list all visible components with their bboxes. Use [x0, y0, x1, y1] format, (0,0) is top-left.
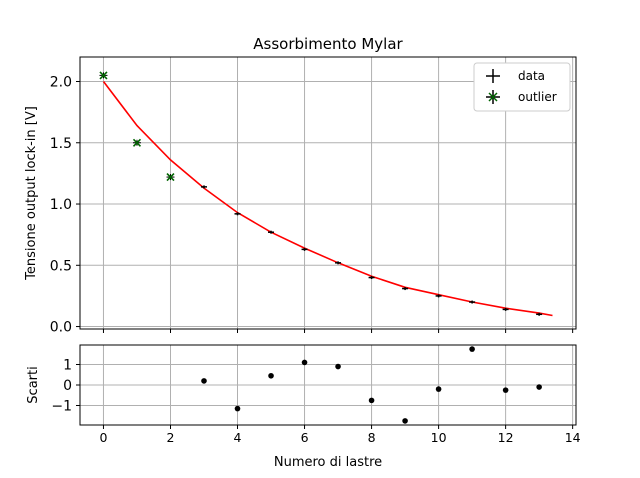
residual-ticks: 0 2 4 6 8 10 12 14 −1 0 1	[51, 357, 580, 445]
main-grid	[80, 57, 576, 329]
residual-point	[435, 386, 442, 392]
residual-xtick-label: 2	[167, 430, 175, 445]
data-point	[469, 300, 476, 304]
legend-data-label: data	[518, 69, 545, 83]
residual-ylabel: Scarti	[26, 366, 41, 403]
main-ytick-label: 1.5	[50, 136, 72, 152]
legend-outlier-label: outlier	[518, 90, 557, 104]
data-point	[502, 307, 509, 311]
residual-point	[402, 418, 408, 424]
residual-xtick-label: 6	[301, 430, 309, 445]
residual-xtick-label: 4	[234, 430, 242, 445]
legend-box	[473, 62, 571, 112]
data-point	[301, 247, 308, 251]
main-ylabel: Tensione output lock-in [V]	[24, 106, 39, 281]
residual-ytick-label: 0	[63, 378, 72, 394]
main-ytick-label: 0.5	[50, 258, 72, 274]
residual-ytick-label: 1	[63, 357, 72, 373]
residual-xtick-label: 12	[498, 430, 514, 445]
outlier-point	[99, 71, 108, 80]
data-point	[368, 276, 375, 280]
main-ytick-label: 0.0	[50, 320, 72, 336]
data-point	[234, 212, 241, 216]
residual-point	[301, 359, 308, 366]
legend: data outlier	[473, 62, 571, 112]
residual-point	[234, 405, 241, 412]
main-marks	[99, 71, 553, 317]
legend-data-marker	[486, 69, 500, 83]
residual-marks	[201, 346, 542, 424]
data-point	[268, 230, 275, 234]
legend-outlier-marker	[486, 90, 500, 104]
residual-xtick-label: 10	[431, 430, 447, 445]
data-point	[536, 312, 543, 316]
outlier-point	[132, 138, 142, 147]
main-title: Assorbimento Mylar	[253, 35, 403, 53]
residual-point	[502, 387, 509, 393]
residual-point	[335, 363, 341, 370]
residual-grid	[80, 345, 576, 425]
main-ytick-label: 1.0	[50, 197, 72, 213]
main-ytick-label: 2.0	[50, 75, 72, 91]
residual-xtick-label: 0	[99, 430, 107, 445]
main-ticks: 0.0 0.5 1.0 1.5 2.0	[50, 75, 574, 336]
main-plot: 0.0 0.5 1.0 1.5 2.0 Assorbimento Mylar Tensi…	[24, 35, 577, 336]
residual-xtick-label: 8	[368, 430, 376, 445]
residual-point	[268, 372, 274, 379]
data-point	[435, 294, 442, 298]
residual-xlabel: Numero di lastre	[274, 455, 382, 470]
residual-ytick-label: −1	[51, 399, 72, 415]
outlier-point	[166, 173, 175, 182]
data-point	[335, 261, 342, 265]
data-point	[402, 287, 409, 291]
residual-point	[536, 384, 542, 390]
data-point	[201, 185, 207, 189]
residual-point	[368, 397, 375, 404]
main-plot-frame	[79, 56, 577, 330]
residual-xtick-label: 14	[565, 430, 581, 445]
residual-point	[201, 378, 207, 384]
residual-point	[469, 346, 475, 352]
residual-plot: 0 2 4 6 8 10 12 14 −1 0 1 Scarti Numero di lastre	[26, 344, 581, 470]
